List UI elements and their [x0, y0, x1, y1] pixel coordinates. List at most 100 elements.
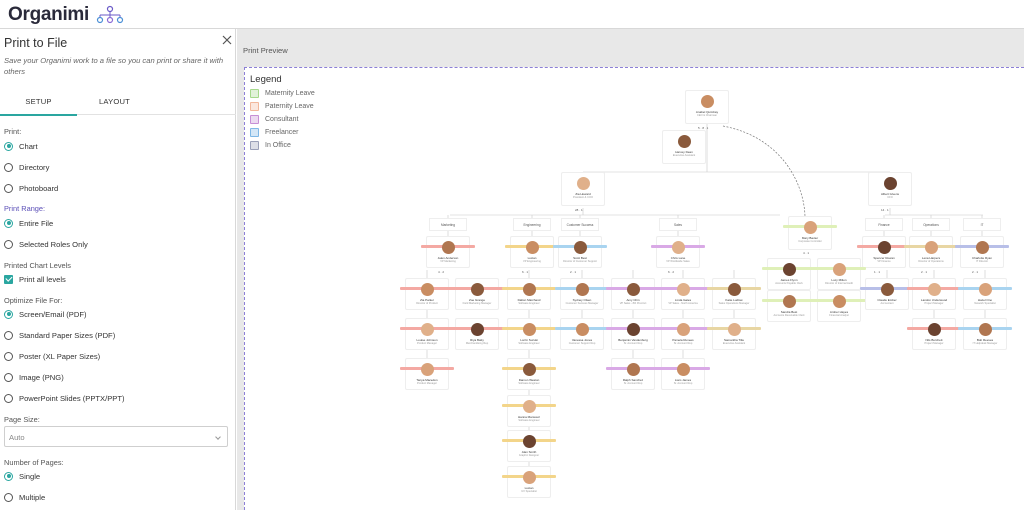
- radio-button[interactable]: [4, 330, 13, 340]
- node-name: Spencer Rowan: [873, 256, 895, 260]
- org-node[interactable]: Liam James Sr. Account Rep: [656, 358, 710, 390]
- department-box[interactable]: Sales: [659, 218, 697, 231]
- radio-button[interactable]: [4, 351, 13, 361]
- org-node[interactable]: Zoe Grange Field Marketing Manager: [450, 278, 504, 310]
- pages-option-single[interactable]: Single: [4, 470, 40, 482]
- page-size-label: Page Size:: [4, 415, 40, 424]
- org-node[interactable]: Linda Gates VP Sales - North America: [656, 278, 710, 310]
- option-label: Single: [19, 471, 41, 481]
- radio-button[interactable]: [4, 218, 13, 228]
- close-icon[interactable]: [221, 34, 233, 46]
- top-bar: Organimi: [0, 0, 1024, 29]
- department-box[interactable]: IT: [963, 218, 1001, 231]
- org-node[interactable]: Spencer Rowan VP Finance: [857, 236, 911, 268]
- org-node[interactable]: Benjamin Vandenburg Sr. Account Rep: [606, 318, 660, 350]
- radio-button[interactable]: [4, 393, 13, 403]
- range-option-selected-roles[interactable]: Selected Roles Only: [4, 238, 88, 250]
- org-node[interactable]: Albert Givens CFO: [868, 172, 912, 206]
- org-node[interactable]: James Flynn Accounts Payable Clerk: [762, 258, 816, 290]
- checkbox[interactable]: [4, 274, 13, 284]
- org-node[interactable]: Alan Smith Graphic Designer: [502, 430, 556, 462]
- department-box[interactable]: Marketing: [429, 218, 467, 231]
- radio-button[interactable]: [4, 183, 13, 193]
- panel-title: Print to File: [4, 36, 68, 50]
- range-option-entire-file[interactable]: Entire File: [4, 217, 53, 229]
- department-box[interactable]: Customer Success: [561, 218, 599, 231]
- pages-option-multiple[interactable]: Multiple: [4, 491, 45, 503]
- org-node[interactable]: Sydney Olsen Customer Success Manager: [555, 278, 609, 310]
- org-node[interactable]: Mary Baxter Corporate Controller: [783, 216, 837, 250]
- org-node[interactable]: Riya Batty Merchandising Rep: [450, 318, 504, 350]
- radio-button[interactable]: [4, 239, 13, 249]
- org-node[interactable]: Dalton Marchand Software Engineer: [502, 278, 556, 310]
- org-node[interactable]: Pamela Runees Sr. Account Rep: [656, 318, 710, 350]
- org-node[interactable]: Nils Burchett Project Manager: [907, 318, 961, 350]
- org-node[interactable]: Vanessa Jones Customer Support Rep: [555, 318, 609, 350]
- radio-button[interactable]: [4, 492, 13, 502]
- org-node[interactable]: Zia Parker Director of Product: [400, 278, 454, 310]
- radio-button[interactable]: [4, 162, 13, 172]
- node-name: Lena Harpers: [921, 256, 941, 260]
- page-size-select[interactable]: Auto: [4, 426, 228, 447]
- brand-logo[interactable]: Organimi: [8, 4, 127, 26]
- org-node[interactable]: Anabel Quimbay CEO & Chairman: [685, 90, 729, 124]
- print-all-levels-checkbox[interactable]: Print all levels: [4, 273, 66, 285]
- optimize-option-powerpoint[interactable]: PowerPoint Slides (PPTX/PPT): [4, 392, 125, 404]
- optimize-option-standard-paper[interactable]: Standard Paper Sizes (PDF): [4, 329, 115, 341]
- avatar: [672, 241, 685, 254]
- radio-button[interactable]: [4, 141, 13, 151]
- print-option-photoboard[interactable]: Photoboard: [4, 182, 58, 194]
- org-node[interactable]: Tanya Macedon Product Manager: [400, 358, 454, 390]
- org-node[interactable]: Harvey Dean Executive Assistant: [662, 130, 706, 164]
- org-node[interactable]: Scott Best Director of Customer Support: [553, 236, 607, 268]
- org-node[interactable]: Bob Reeves IT Helpdesk Manager: [958, 318, 1012, 350]
- org-node[interactable]: Jalen Anderson VP Marketing: [421, 236, 475, 268]
- node-name: Hazel Ono: [977, 298, 993, 302]
- avatar: [576, 323, 589, 336]
- tab-setup[interactable]: SETUP: [0, 97, 77, 116]
- org-node[interactable]: Lucy Milton Director of Internal Audit: [812, 258, 866, 290]
- org-node[interactable]: Hanna Mansouri Software Engineer: [502, 395, 556, 427]
- department-box[interactable]: Finance: [865, 218, 903, 231]
- org-node[interactable]: Landon Underwood Project Manager: [907, 278, 961, 310]
- org-node[interactable]: Amy Chin VP Sales - 8th Precinct: [606, 278, 660, 310]
- radio-button[interactable]: [4, 372, 13, 382]
- org-node[interactable]: Louise Johnson Product Manager: [400, 318, 454, 350]
- optimize-label: Optimize File For:: [4, 296, 63, 305]
- radio-button[interactable]: [4, 309, 13, 319]
- org-node[interactable]: Lorrin Suzuki Software Engineer: [502, 318, 556, 350]
- node-role: VP Finance: [877, 260, 891, 263]
- org-node[interactable]: Chris Lane VP Worldwide Sales: [651, 236, 705, 268]
- department-box[interactable]: Engineering: [513, 218, 551, 231]
- org-node[interactable]: Lena Harpers Director of Operations: [904, 236, 958, 268]
- org-node[interactable]: Damon Weston Software Engineer: [502, 358, 556, 390]
- radio-button[interactable]: [4, 471, 13, 481]
- org-node[interactable]: Lucian UX Specialist: [502, 466, 556, 498]
- legend-label: Paternity Leave: [265, 103, 314, 110]
- node-name: Claude Ember: [877, 298, 897, 302]
- org-node[interactable]: Sandra Best Accounts Receivable Clerk: [762, 290, 816, 322]
- node-name: Tanya Macedon: [416, 378, 438, 382]
- optimize-option-poster[interactable]: Poster (XL Paper Sizes): [4, 350, 100, 362]
- avatar: [526, 241, 539, 254]
- org-node[interactable]: Zia Howard President & COO: [561, 172, 605, 206]
- org-node[interactable]: Lucian VP Engineering: [505, 236, 559, 268]
- node-count: 2 · 1: [921, 270, 928, 274]
- org-node[interactable]: Ralph Sanchez Sr. Account Rep: [606, 358, 660, 390]
- print-option-chart[interactable]: Chart: [4, 140, 38, 152]
- avatar: [928, 323, 941, 336]
- print-option-directory[interactable]: Directory: [4, 161, 49, 173]
- department-box[interactable]: Operations: [912, 218, 950, 231]
- org-node[interactable]: Claude Ember Accountant: [860, 278, 914, 310]
- avatar: [979, 323, 992, 336]
- org-node[interactable]: Samantha Title Executive Assistant: [707, 318, 761, 350]
- org-node[interactable]: Charlotte Ryan IT Director: [955, 236, 1009, 268]
- optimize-option-image[interactable]: Image (PNG): [4, 371, 64, 383]
- consultant-icon: [250, 115, 259, 124]
- org-node[interactable]: Hazel Ono Network Specialist: [958, 278, 1012, 310]
- org-node[interactable]: Amber Hayes Financial Analyst: [812, 290, 866, 322]
- tab-layout[interactable]: LAYOUT: [98, 97, 131, 106]
- optimize-option-screen[interactable]: Screen/Email (PDF): [4, 308, 87, 320]
- option-label: Selected Roles Only: [19, 239, 88, 249]
- org-node[interactable]: Katie Ludlow Sales Operations Manager: [707, 278, 761, 310]
